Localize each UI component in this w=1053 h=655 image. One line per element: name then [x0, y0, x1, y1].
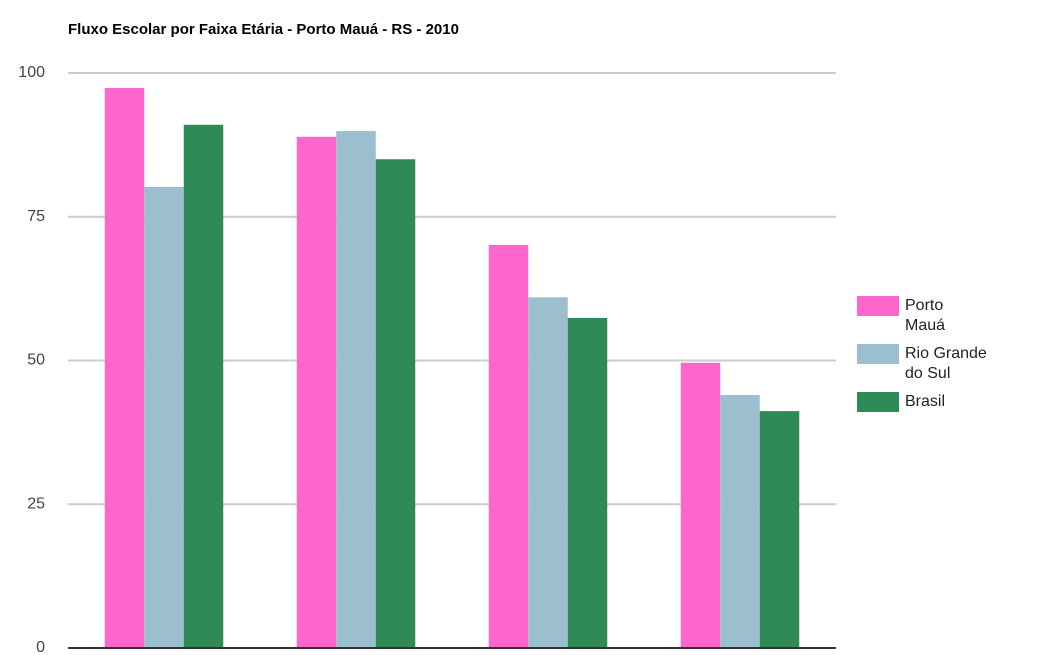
y-tick-label: 100 [18, 64, 45, 81]
y-tick-label: 25 [27, 495, 45, 512]
bar [720, 395, 760, 648]
bar [104, 87, 145, 648]
bar [375, 159, 416, 648]
bar [759, 411, 800, 648]
legend-swatch [857, 344, 899, 364]
legend-swatch [857, 392, 899, 412]
y-tick-label: 0 [36, 639, 45, 655]
legend-item: Brasil [857, 392, 987, 412]
legend-label: Brasil [905, 393, 946, 410]
chart-title: Fluxo Escolar por Faixa Etária - Porto M… [68, 21, 459, 38]
bar [528, 297, 568, 648]
legend-swatch [857, 296, 899, 316]
bar [183, 124, 224, 648]
legend-item: Rio Grande do Sul [857, 344, 987, 384]
y-tick-label: 50 [27, 352, 45, 369]
legend-item: Porto Mauá [857, 296, 987, 336]
legend-label: Porto Mauá [905, 297, 946, 334]
bar [488, 244, 529, 649]
y-tick-label: 75 [27, 208, 45, 225]
bar [680, 362, 721, 648]
bar [144, 186, 184, 648]
legend-label: Rio Grande do Sul [905, 345, 987, 382]
bar [336, 131, 376, 648]
bar [296, 136, 337, 648]
bar [567, 317, 608, 648]
legend: Porto Mauá Rio Grande do Sul Brasil [857, 296, 987, 420]
